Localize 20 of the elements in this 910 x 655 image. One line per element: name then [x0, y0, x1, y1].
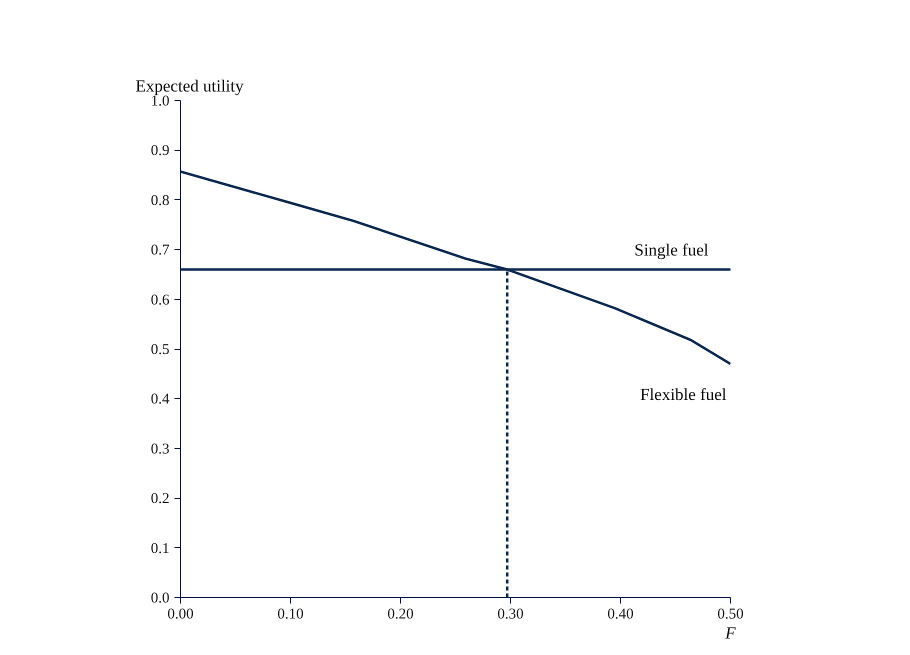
x-tick-label: 0.30 — [497, 606, 524, 622]
y-tick-label: 0.6 — [150, 292, 170, 308]
y-axis-title: Expected utility — [136, 76, 244, 96]
series-label: Flexible fuel — [640, 384, 727, 404]
x-tick-label: 0.40 — [607, 606, 634, 622]
y-tick-label: 0.3 — [150, 441, 170, 458]
x-tick-label: 0.20 — [387, 606, 414, 622]
y-tick-label: 0.4 — [150, 392, 170, 408]
y-tick-label: 0.7 — [150, 242, 170, 259]
x-axis-title: F — [724, 624, 736, 642]
y-tick-label: 0.2 — [150, 491, 170, 508]
x-tick-label: 0.10 — [277, 606, 304, 622]
y-tick-label: 0.0 — [150, 590, 170, 606]
y-tick-label: 0.9 — [150, 143, 170, 160]
x-tick-label: 0.00 — [167, 606, 194, 622]
y-tick-label: 0.8 — [150, 192, 170, 209]
x-tick-label: 0.50 — [717, 606, 744, 622]
y-tick-label: 0.5 — [150, 342, 170, 358]
y-tick-label: 0.1 — [150, 540, 170, 557]
series-label: Single fuel — [634, 240, 709, 260]
